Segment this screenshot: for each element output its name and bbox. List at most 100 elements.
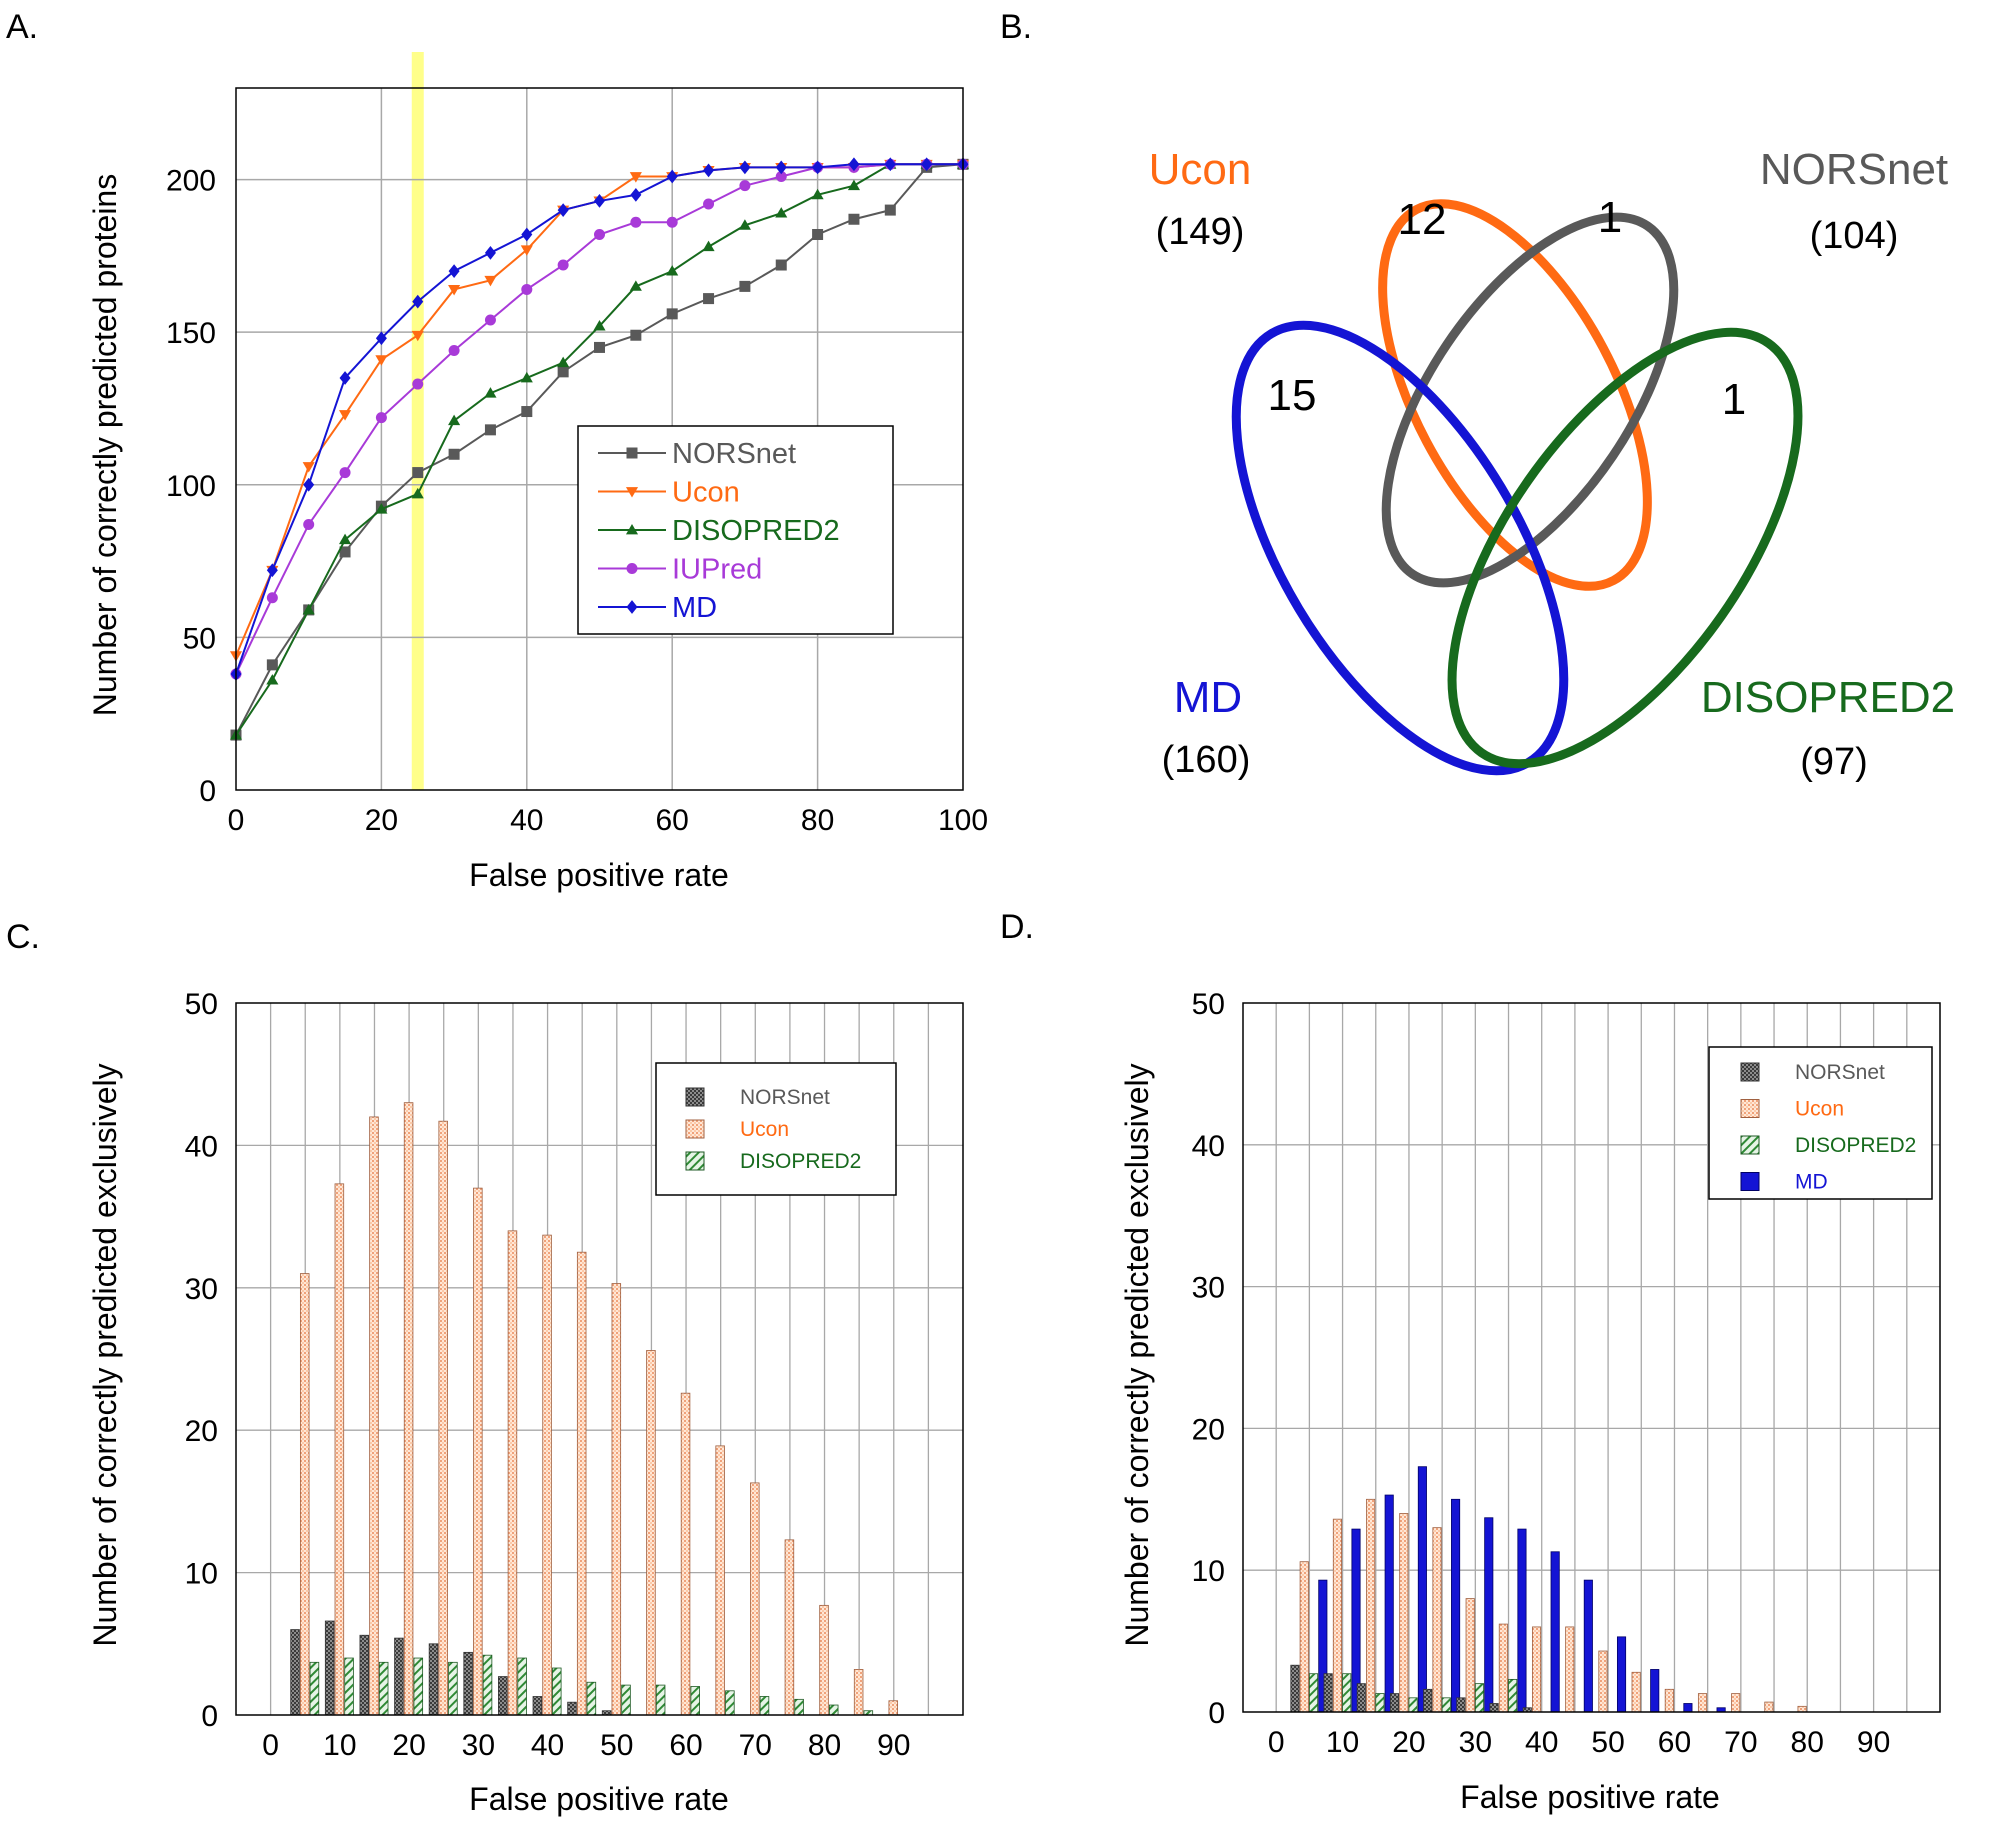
data-point-norsnet xyxy=(775,259,787,271)
bar-ucon xyxy=(715,1445,725,1716)
data-point-ucon xyxy=(375,355,388,366)
bar-ucon xyxy=(1697,1693,1708,1713)
d-x-tick-label: 90 xyxy=(1857,1726,1890,1759)
d-legend-swatch-ucon xyxy=(1740,1099,1760,1118)
data-point-md xyxy=(775,160,787,175)
panel-a-highlight-band xyxy=(411,52,424,790)
data-point-iupred xyxy=(703,198,715,210)
bar-ucon xyxy=(1664,1688,1674,1713)
bar-disopred2 xyxy=(1308,1673,1319,1713)
data-point-md xyxy=(484,245,496,260)
panel-a-x-axis-label: False positive rate xyxy=(469,857,729,893)
bar-disopred2 xyxy=(655,1684,666,1716)
data-point-disopred2 xyxy=(738,219,751,230)
data-point-disopred2 xyxy=(302,603,315,615)
data-point-norsnet xyxy=(812,229,824,241)
panel-label-b: B. xyxy=(1000,8,1032,46)
data-point-md xyxy=(594,194,605,208)
data-point-disopred2 xyxy=(629,280,642,291)
d-x-tick-label: 10 xyxy=(1326,1726,1359,1759)
panel-a-y-tick-label: 50 xyxy=(183,622,216,655)
d-legend-swatch-disopred2 xyxy=(1740,1135,1760,1155)
bar-md xyxy=(1517,1528,1527,1713)
bar-md xyxy=(1583,1579,1593,1713)
bar-ucon xyxy=(646,1350,656,1716)
data-point-ucon xyxy=(484,275,497,287)
bar-norsnet xyxy=(498,1676,508,1716)
data-point-ucon xyxy=(339,410,352,421)
d-x-tick-label: 60 xyxy=(1658,1726,1691,1759)
panel-d-plot-frame xyxy=(1242,1002,1941,1713)
panel-label-c: C. xyxy=(6,918,40,956)
bar-norsnet xyxy=(1489,1703,1499,1713)
bar-ucon xyxy=(507,1230,518,1716)
data-point-iupred xyxy=(448,344,460,356)
bar-norsnet xyxy=(428,1643,439,1716)
bar-disopred2 xyxy=(448,1661,458,1716)
bar-norsnet xyxy=(532,1696,543,1716)
legend-marker-iupred xyxy=(626,563,638,574)
bar-disopred2 xyxy=(828,1704,839,1716)
bar-md xyxy=(1451,1498,1461,1713)
c-x-tick-label: 60 xyxy=(669,1729,702,1762)
bar-ucon xyxy=(750,1482,760,1716)
panel-a-x-tick-label: 60 xyxy=(656,804,689,837)
panel-c-x-axis-label: False positive rate xyxy=(469,1781,729,1817)
c-legend-label-norsnet: NORSnet xyxy=(740,1086,830,1109)
d-x-tick-label: 50 xyxy=(1591,1726,1624,1759)
bar-disopred2 xyxy=(1508,1678,1518,1713)
venn-ellipse-norsnet xyxy=(1381,212,1679,588)
bar-disopred2 xyxy=(1441,1697,1451,1713)
bar-md xyxy=(1550,1551,1560,1713)
panel-a-y-tick-label: 150 xyxy=(166,317,216,350)
bar-ucon xyxy=(680,1392,691,1716)
data-point-iupred xyxy=(412,378,424,390)
c-x-tick-label: 40 xyxy=(531,1729,564,1762)
bar-ucon xyxy=(784,1539,795,1716)
panel-a-x-tick-label: 100 xyxy=(938,804,988,837)
panel-a-legend: NORSnet Ucon DISOPRED2 IUPred MD xyxy=(577,425,894,635)
c-y-tick-label: 30 xyxy=(185,1273,218,1306)
data-point-norsnet xyxy=(448,448,460,460)
data-point-norsnet xyxy=(594,341,605,353)
data-point-md xyxy=(812,160,824,175)
venn-set-name-ucon: Ucon xyxy=(1149,145,1252,194)
panel-a-plot-frame xyxy=(235,87,964,791)
bar-ucon xyxy=(611,1283,622,1716)
bar-ucon xyxy=(1565,1626,1575,1713)
panel-c-legend: NORSnet Ucon DISOPRED2 xyxy=(655,1062,897,1196)
data-point-md xyxy=(884,157,896,172)
bar-ucon xyxy=(1764,1701,1774,1713)
d-legend-label-disopred2: DISOPRED2 xyxy=(1795,1134,1916,1157)
data-point-ucon xyxy=(411,330,424,342)
data-point-disopred2 xyxy=(557,356,570,368)
data-point-disopred2 xyxy=(775,207,788,218)
c-x-tick-label: 30 xyxy=(462,1729,495,1762)
bar-md xyxy=(1683,1703,1693,1713)
bar-md xyxy=(1484,1517,1494,1713)
bar-disopred2 xyxy=(413,1657,424,1716)
data-point-iupred xyxy=(594,229,605,241)
panel-d-x-axis-label: False positive rate xyxy=(1460,1779,1720,1815)
bar-ucon xyxy=(1631,1671,1641,1713)
bar-ucon xyxy=(1498,1623,1508,1713)
bar-ucon xyxy=(1465,1598,1475,1713)
bar-ucon xyxy=(1332,1518,1342,1713)
legend-label-norsnet: NORSnet xyxy=(672,438,796,470)
d-x-tick-label: 80 xyxy=(1791,1726,1824,1759)
bar-disopred2 xyxy=(552,1667,562,1716)
c-x-tick-label: 20 xyxy=(392,1729,425,1762)
data-point-md xyxy=(448,264,460,279)
bar-ucon xyxy=(334,1183,345,1716)
bar-ucon xyxy=(438,1120,448,1716)
bar-md xyxy=(1650,1669,1660,1713)
bar-ucon xyxy=(1598,1650,1608,1713)
venn-region-disopred2-only: 1 xyxy=(1722,375,1746,424)
panel-label-d: D. xyxy=(1000,908,1034,946)
bar-norsnet xyxy=(394,1637,404,1716)
bar-disopred2 xyxy=(690,1686,700,1716)
venn-region-norsnet-only: 1 xyxy=(1598,193,1622,242)
d-y-tick-label: 10 xyxy=(1192,1555,1225,1588)
panel-a-y-tick-label: 100 xyxy=(166,470,216,503)
